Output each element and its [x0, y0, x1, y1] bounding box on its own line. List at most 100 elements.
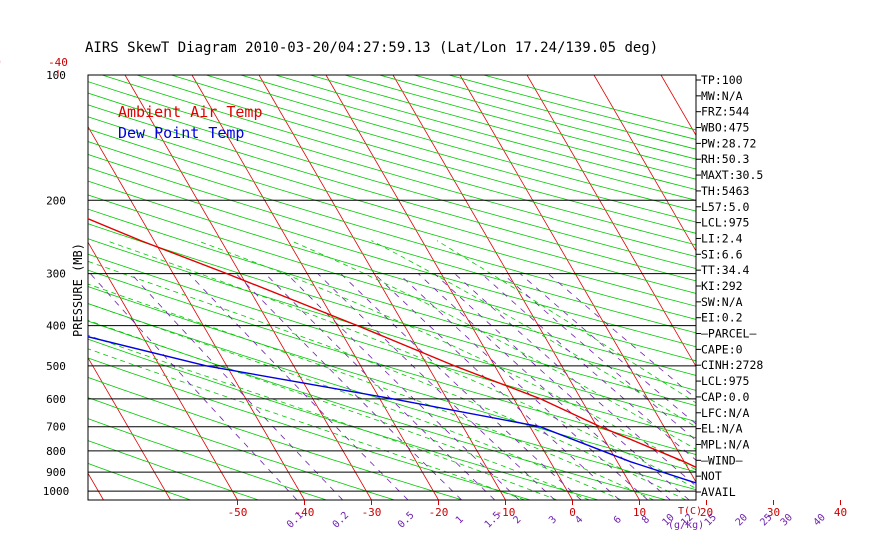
bottom-temp-tick-20: -20 — [429, 506, 449, 519]
mixing-ratio-line — [502, 273, 696, 441]
mixing-ratio-line — [398, 273, 649, 500]
pressure-tick-400: 400 — [46, 320, 66, 333]
isotherm-line — [593, 75, 696, 252]
dry-adiabat-line — [448, 75, 696, 140]
top-temp-tick-40: -40 — [48, 56, 68, 69]
series-ambient-air-temp — [88, 217, 696, 469]
isotherm-line — [392, 75, 640, 500]
dry-adiabat-line — [240, 75, 696, 201]
mixing-ratio-tick-20: 20 — [734, 512, 750, 528]
side-panel-lcl-975-19: LCL:975 — [701, 374, 749, 388]
dry-adiabat-line — [88, 194, 696, 376]
dry-adiabat-line — [88, 303, 696, 491]
pressure-tick-800: 800 — [46, 445, 66, 458]
dry-adiabat-line — [88, 128, 696, 307]
bottom-temp-tick-40: -40 — [295, 506, 315, 519]
side-panel-l57-5-0-8: L57:5.0 — [701, 200, 750, 214]
side-panel-el-n-a-22: EL:N/A — [701, 422, 743, 436]
dry-adiabat-line — [88, 253, 696, 439]
plot-frame — [87, 74, 697, 501]
legend-ambient-air-temp: Ambient Air Temp — [118, 103, 263, 121]
mixing-ratio-tick-0-5: 0.5 — [396, 510, 417, 531]
dry-adiabat-line — [88, 269, 696, 455]
chart-title: AIRS SkewT Diagram 2010-03-20/04:27:59.1… — [85, 40, 658, 56]
bottom-temp-tick-20: 20 — [700, 506, 713, 519]
isotherm-line — [88, 241, 238, 500]
dry-adiabat-line — [88, 397, 395, 500]
dry-adiabat-line — [136, 75, 696, 234]
side-panel-avail-26: AVAIL — [701, 485, 736, 499]
bottom-temp-tick-10: 10 — [633, 506, 646, 519]
side-panel-tp-100-0: TP:100 — [701, 73, 743, 87]
mixing-ratio-line — [519, 273, 696, 425]
dry-adiabat-line — [88, 357, 531, 500]
isotherm-line — [191, 75, 439, 500]
bottom-temp-tick-50: -50 — [228, 506, 248, 519]
dry-adiabat-line — [88, 320, 667, 500]
dry-adiabat-line — [88, 141, 696, 320]
moist-adiabat-line — [88, 348, 525, 500]
dry-adiabat-line — [88, 286, 696, 473]
mixing-ratio-line — [417, 273, 671, 500]
dry-adiabat-line — [88, 376, 463, 500]
dry-adiabat-line — [88, 104, 696, 282]
side-panel-cape-0-17: CAPE:0 — [701, 342, 743, 356]
dry-adiabat-line — [88, 418, 327, 500]
mixing-ratio-tick-40: 40 — [812, 512, 828, 528]
side-panel-si-6-6-11: SI:6.6 — [701, 247, 743, 261]
isotherm-line — [88, 125, 305, 500]
bottom-temp-tick-40: 40 — [834, 506, 847, 519]
side-panel-mw-n-a-1: MW:N/A — [701, 89, 743, 103]
mixing-ratio-line — [90, 273, 298, 500]
bottom-temp-tick-30: -30 — [362, 506, 382, 519]
pressure-tick-100: 100 — [46, 69, 66, 82]
side-panel-th-5463-7: TH:5463 — [701, 184, 750, 198]
side-panel-rh-50-3-5: RH:50.3 — [701, 152, 750, 166]
top-temp-tick-50: -50 — [0, 56, 1, 69]
dry-adiabat-line — [88, 338, 599, 500]
isotherm-line — [526, 75, 696, 368]
side-panel-mpl-n-a-23: MPL:N/A — [701, 437, 750, 451]
grid-lines — [0, 75, 696, 500]
isotherm-line — [0, 75, 37, 500]
side-panel-tt-34-4-12: TT:34.4 — [701, 263, 750, 277]
mixing-ratio-tick-0-2: 0.2 — [331, 510, 352, 531]
mixing-ratio-tick-1: 1 — [454, 514, 466, 526]
bottom-temp-tick-30: 30 — [767, 506, 780, 519]
dry-adiabat-line — [88, 180, 696, 362]
bottom-temp-tick-10: -10 — [496, 506, 516, 519]
mixing-ratio-line — [481, 273, 696, 461]
y-axis-label: PRESSURE (MB) — [71, 243, 85, 337]
mixing-ratio-line — [188, 273, 409, 500]
pressure-tick-900: 900 — [46, 466, 66, 479]
dry-adiabat-line — [483, 75, 696, 131]
profiles — [88, 217, 696, 484]
dry-adiabat-line — [88, 154, 696, 334]
pressure-tick-1000: 1000 — [43, 485, 70, 498]
dry-adiabat-line — [414, 75, 696, 150]
side-panel-ki-292-13: KI:292 — [701, 279, 743, 293]
dry-adiabat-line — [171, 75, 696, 223]
side-panel-not-25: NOT — [701, 469, 722, 483]
dry-adiabat-line — [88, 238, 696, 422]
bottom-temp-tick-0: 0 — [569, 506, 576, 519]
series-dew-point-temp — [88, 336, 696, 484]
dry-adiabat-line — [88, 463, 191, 500]
moist-adiabat-line — [290, 240, 696, 450]
pressure-tick-300: 300 — [46, 268, 66, 281]
pressure-tick-700: 700 — [46, 421, 66, 434]
side-panel-frz-544-2: FRZ:544 — [701, 105, 750, 119]
side-panel-lfc-n-a-21: LFC:N/A — [701, 406, 750, 420]
side-panel-li-2-4-10: LI:2.4 — [701, 231, 743, 245]
moist-adiabat-line — [196, 240, 696, 471]
side-panel-ei-0-2-15: EI:0.2 — [701, 311, 743, 325]
isotherm-line — [325, 75, 573, 500]
side-panel-wbo-475-3: WBO:475 — [701, 121, 749, 135]
pressure-tick-500: 500 — [46, 360, 66, 373]
pressure-tick-200: 200 — [46, 194, 66, 207]
mixing-ratio-tick-30: 30 — [779, 512, 795, 528]
side-panel-lcl-975-9: LCL:975 — [701, 216, 749, 230]
isotherm-line — [88, 356, 171, 500]
mixing-ratio-tick-3: 3 — [547, 514, 559, 526]
